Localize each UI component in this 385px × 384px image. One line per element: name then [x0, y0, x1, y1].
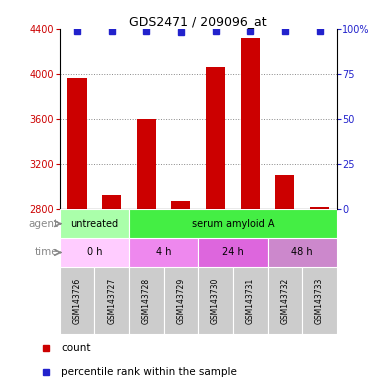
- Bar: [241, 38, 260, 209]
- Bar: [94, 267, 129, 334]
- Bar: [67, 78, 87, 209]
- Bar: [60, 238, 129, 267]
- Text: GSM143726: GSM143726: [72, 277, 82, 324]
- Bar: [164, 267, 198, 334]
- Text: 0 h: 0 h: [87, 247, 102, 258]
- Text: agent: agent: [28, 218, 59, 229]
- Bar: [310, 207, 329, 209]
- Text: count: count: [61, 343, 91, 353]
- Bar: [137, 119, 156, 209]
- Bar: [129, 209, 337, 238]
- Text: GSM143728: GSM143728: [142, 277, 151, 324]
- Text: time: time: [35, 247, 59, 258]
- Bar: [198, 267, 233, 334]
- Text: 4 h: 4 h: [156, 247, 171, 258]
- Text: serum amyloid A: serum amyloid A: [192, 218, 274, 229]
- Bar: [102, 195, 121, 209]
- Bar: [268, 238, 337, 267]
- Bar: [268, 267, 302, 334]
- Bar: [129, 238, 198, 267]
- Bar: [206, 67, 225, 209]
- Bar: [302, 267, 337, 334]
- Bar: [60, 209, 129, 238]
- Text: GSM143731: GSM143731: [246, 277, 255, 324]
- Bar: [60, 267, 94, 334]
- Bar: [171, 201, 191, 209]
- Text: 24 h: 24 h: [222, 247, 244, 258]
- Text: percentile rank within the sample: percentile rank within the sample: [61, 366, 237, 377]
- Bar: [275, 175, 295, 209]
- Title: GDS2471 / 209096_at: GDS2471 / 209096_at: [129, 15, 267, 28]
- Text: GSM143733: GSM143733: [315, 277, 324, 324]
- Text: GSM143730: GSM143730: [211, 277, 220, 324]
- Bar: [129, 267, 164, 334]
- Text: untreated: untreated: [70, 218, 119, 229]
- Text: 48 h: 48 h: [291, 247, 313, 258]
- Bar: [233, 267, 268, 334]
- Text: GSM143732: GSM143732: [280, 277, 290, 324]
- Text: GSM143729: GSM143729: [176, 277, 186, 324]
- Text: GSM143727: GSM143727: [107, 277, 116, 324]
- Bar: [198, 238, 268, 267]
